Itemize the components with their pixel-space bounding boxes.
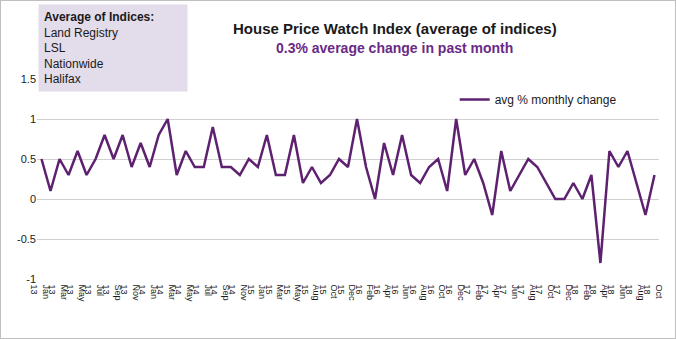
svg-text:-1: -1 — [26, 273, 36, 285]
svg-text:avg % monthly change: avg % monthly change — [495, 93, 617, 107]
svg-text:Sep13: Sep13 — [101, 285, 123, 301]
svg-text:Oct18: Oct18 — [642, 285, 664, 300]
svg-text:Aug18: Aug18 — [624, 285, 646, 301]
svg-text:Mar15: Mar15 — [264, 285, 286, 301]
svg-text:Jul13: Jul13 — [83, 285, 105, 297]
svg-text:Nov14: Nov14 — [227, 285, 249, 302]
svg-text:Oct16: Oct16 — [426, 285, 448, 300]
svg-text:Jun17: Jun17 — [498, 285, 520, 300]
svg-text:Mar13: Mar13 — [47, 285, 69, 301]
svg-text:Aug15: Aug15 — [300, 285, 322, 301]
svg-text:Aug17: Aug17 — [516, 285, 538, 301]
svg-text:May15: May15 — [282, 285, 304, 303]
svg-text:Feb16: Feb16 — [354, 285, 376, 301]
svg-text:Jun16: Jun16 — [390, 285, 412, 300]
svg-text:May13: May13 — [65, 285, 87, 303]
svg-text:May14: May14 — [173, 285, 195, 303]
svg-text:Jan15: Jan15 — [246, 285, 268, 300]
svg-text:Jun18: Jun18 — [606, 285, 628, 300]
svg-text:House Price Watch Index (avera: House Price Watch Index (average of indi… — [233, 20, 557, 37]
svg-text:Apr18: Apr18 — [588, 285, 610, 299]
svg-text:Feb17: Feb17 — [462, 285, 484, 301]
svg-text:Jan14: Jan14 — [137, 285, 159, 300]
svg-text:Average of Indices:Land Regist: Average of Indices:Land RegistryLSLNatio… — [44, 10, 154, 86]
svg-text:Dec16: Dec16 — [444, 285, 466, 302]
svg-text:Oct15: Oct15 — [318, 285, 340, 300]
svg-text:Mar14: Mar14 — [155, 285, 177, 301]
svg-text:Feb18: Feb18 — [570, 285, 592, 301]
svg-text:0: 0 — [30, 193, 36, 205]
svg-text:-0.5: -0.5 — [17, 233, 36, 245]
svg-text:0.3% average change in past mo: 0.3% average change in past month — [276, 40, 513, 56]
svg-text:Jul14: Jul14 — [191, 285, 213, 297]
svg-text:Nov13: Nov13 — [119, 285, 141, 302]
svg-text:1: 1 — [30, 113, 36, 125]
svg-text:Jan13: Jan13 — [29, 285, 51, 300]
svg-text:Apr17: Apr17 — [480, 285, 502, 299]
svg-text:1.5: 1.5 — [21, 73, 36, 85]
svg-text:Sep14: Sep14 — [209, 285, 231, 301]
svg-text:0.5: 0.5 — [21, 153, 36, 165]
svg-text:Dec15: Dec15 — [336, 285, 358, 302]
svg-text:Dec17: Dec17 — [552, 285, 574, 302]
svg-text:Oct17: Oct17 — [534, 285, 556, 300]
svg-text:Apr16: Apr16 — [372, 285, 394, 299]
svg-text:Aug16: Aug16 — [408, 285, 430, 301]
